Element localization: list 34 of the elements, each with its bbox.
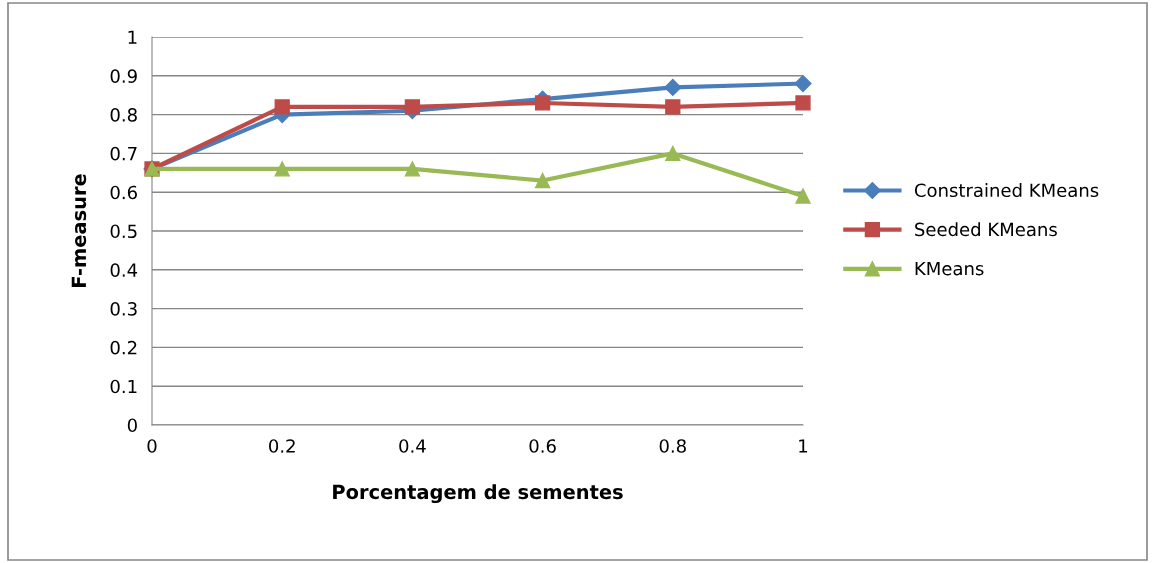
point	[404, 161, 421, 177]
point	[665, 145, 681, 162]
point	[534, 172, 551, 189]
y-tick-label: 0.3	[110, 302, 137, 316]
y-tick-label: 1	[128, 30, 137, 44]
y-axis-title: F-measure	[71, 174, 87, 287]
point	[664, 78, 682, 96]
point	[274, 99, 290, 115]
x-tick-label: 1	[799, 439, 808, 453]
x-axis-title: Porcentagem de sementes	[333, 484, 623, 504]
point	[795, 95, 811, 111]
y-tick-label: 0.7	[110, 146, 137, 161]
y-tick-label: 0.8	[110, 108, 137, 122]
x-tick-label: 0.2	[269, 439, 295, 453]
legend-label: Seeded KMeans	[915, 222, 1057, 237]
y-tick-label: 0.4	[110, 263, 138, 277]
point	[274, 161, 290, 177]
point	[534, 95, 551, 111]
y-tick-label: 0.5	[110, 224, 137, 239]
x-tick-label: 0.8	[659, 439, 686, 453]
point	[795, 188, 811, 204]
point	[794, 75, 812, 93]
y-tick-label: 0.1	[110, 379, 137, 394]
legend-label: KMeans	[915, 261, 984, 276]
point	[404, 99, 421, 115]
y-tick-label: 0.9	[110, 69, 137, 83]
point	[665, 99, 681, 115]
y-tick-label: 0.6	[110, 185, 137, 200]
x-tick-label: 0.6	[529, 439, 556, 453]
x-tick-label: 0.4	[399, 439, 426, 453]
legend-label: Constrained KMeans	[914, 183, 1099, 198]
y-tick-label: 0	[127, 418, 137, 433]
x-tick-label: 0	[147, 439, 157, 453]
y-tick-label: 0.2	[110, 340, 137, 355]
